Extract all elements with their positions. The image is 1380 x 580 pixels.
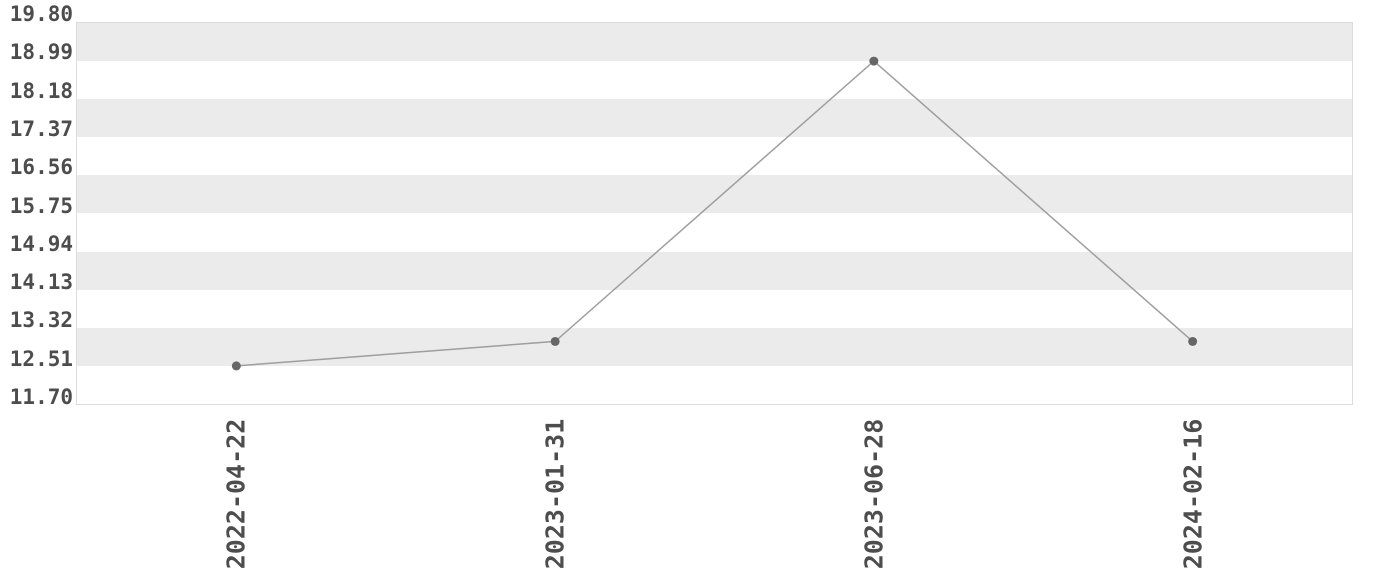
x-tick-label: 2024-02-16 [1178, 418, 1208, 570]
stripe-band [77, 365, 1352, 404]
stripe-band [77, 289, 1352, 328]
y-axis: 19.80 18.99 18.18 17.37 16.56 15.75 14.94 14.13… [0, 0, 76, 420]
y-tick-label: 19.80 [9, 2, 73, 26]
data-point [1188, 336, 1198, 346]
y-tick-label: 12.51 [9, 346, 73, 371]
stripe-band [77, 99, 1352, 138]
y-tick-label: 15.75 [9, 193, 73, 218]
x-axis: 2022-04-22 2023-01-31 2023-06-28 2024-02-16 [0, 405, 1380, 580]
stripe-band [77, 175, 1352, 214]
y-tick-label: 17.37 [9, 116, 73, 141]
y-tick-label: 14.94 [9, 231, 73, 256]
stripe-band [77, 213, 1352, 252]
x-tick-label: 2023-01-31 [540, 418, 570, 570]
x-tick-label: 2022-04-22 [221, 418, 251, 570]
data-point [869, 56, 879, 66]
y-tick-label: 13.32 [9, 308, 73, 333]
data-point [550, 336, 560, 346]
series-svg [231, 56, 1198, 371]
series-line [236, 60, 1194, 367]
y-tick-label: 14.13 [9, 270, 73, 295]
stripe-band [77, 137, 1352, 176]
stripe-band [77, 251, 1352, 290]
y-tick-label: 18.18 [9, 78, 73, 103]
y-tick-label: 16.56 [9, 155, 73, 180]
data-point [231, 361, 241, 371]
stripe-band [77, 327, 1352, 366]
y-tick-label: 18.99 [9, 40, 73, 65]
stripe-band [77, 23, 1352, 62]
stripe-band [77, 61, 1352, 100]
y-tick-label: 11.70 [9, 385, 73, 409]
plot-area [76, 22, 1353, 405]
x-tick-label: 2023-06-28 [859, 418, 889, 570]
